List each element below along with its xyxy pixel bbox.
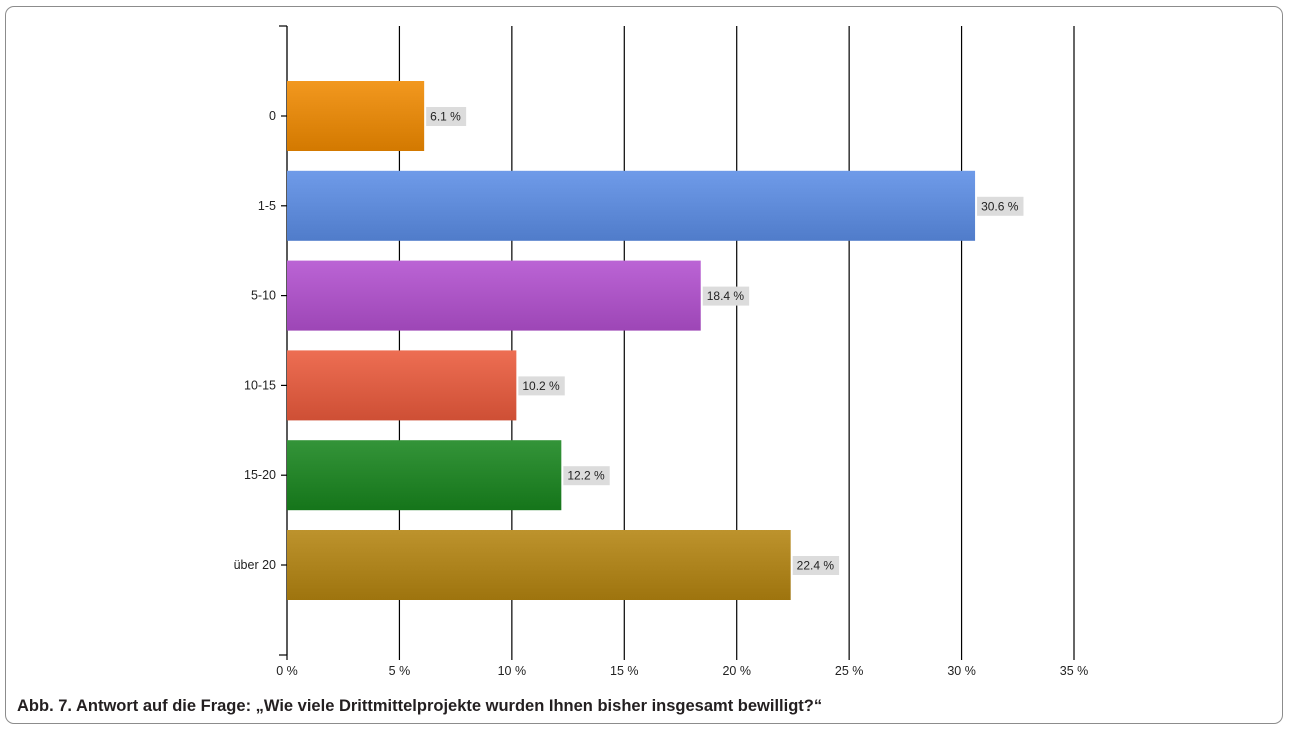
x-tick-label: 10 % (498, 664, 527, 678)
category-label: über 20 (234, 558, 276, 572)
data-label-box (792, 556, 840, 575)
data-label: 10.2 % (522, 379, 560, 393)
bar (287, 170, 976, 241)
bar (287, 440, 562, 511)
x-tick-label: 0 % (276, 664, 298, 678)
data-label: 18.4 % (707, 289, 745, 303)
data-label-box (518, 376, 565, 396)
x-tick-label: 30 % (947, 664, 976, 678)
data-label-box (563, 466, 610, 486)
data-label: 30.6 % (981, 199, 1019, 213)
x-tick-label: 5 % (389, 664, 411, 678)
category-label: 10-15 (244, 378, 276, 392)
x-tick-label: 15 % (610, 664, 639, 678)
x-tick-label: 20 % (722, 664, 751, 678)
figure-frame (5, 6, 1283, 724)
bar (287, 81, 425, 151)
bar (287, 350, 517, 421)
data-label-box (977, 196, 1024, 216)
bar (287, 260, 701, 331)
data-label: 22.4 % (797, 559, 835, 573)
data-label: 6.1 % (430, 110, 461, 124)
x-tick-label: 35 % (1060, 664, 1089, 678)
bar-chart: 0 % 5 % 10 % 15 % 20 % 25 % 30 % 35 % 0 6.1 % 1-5 3… (234, 25, 1089, 678)
category-label: 0 (269, 109, 276, 123)
category-label: 5-10 (251, 289, 276, 303)
figure-caption: Abb. 7. Antwort auf die Frage: „Wie viel… (17, 697, 823, 715)
data-label: 12.2 % (567, 469, 605, 483)
data-label-box (426, 107, 467, 126)
category-label: 1-5 (258, 199, 276, 213)
bar (287, 530, 791, 600)
data-label-box (702, 286, 750, 306)
category-label: 15-20 (244, 468, 276, 482)
x-tick-label: 25 % (835, 664, 864, 678)
